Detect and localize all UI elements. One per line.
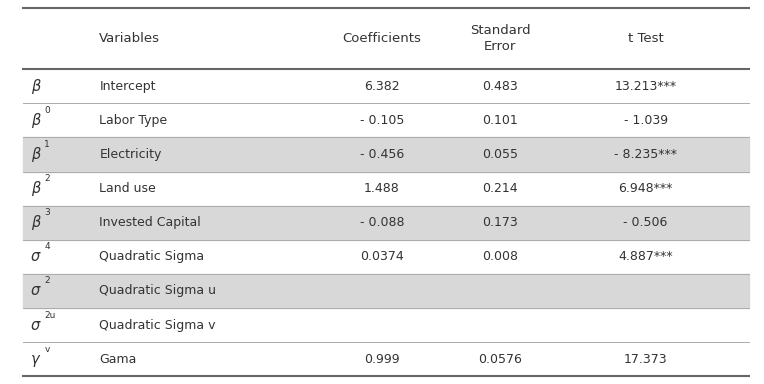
Text: Gama: Gama [99,353,137,366]
Text: 0.101: 0.101 [483,114,518,127]
Text: 1: 1 [44,140,50,149]
Text: 0.0374: 0.0374 [360,250,404,263]
Text: Labor Type: Labor Type [99,114,167,127]
Text: 0.0576: 0.0576 [478,353,523,366]
Text: 0.055: 0.055 [482,148,519,161]
Text: Standard
Error: Standard Error [470,24,531,53]
Text: 2u: 2u [44,311,56,319]
Text: 0.214: 0.214 [483,182,518,195]
Text: 0.483: 0.483 [483,80,518,93]
Text: - 1.039: - 1.039 [623,114,668,127]
Text: β: β [31,79,40,94]
Text: 2: 2 [44,174,50,183]
Bar [23,274,749,308]
Text: β: β [31,147,40,162]
Text: 0: 0 [44,106,50,115]
Text: 3: 3 [44,208,50,217]
Text: 0.008: 0.008 [482,250,519,263]
Text: Quadratic Sigma: Quadratic Sigma [99,250,205,263]
Text: Invested Capital: Invested Capital [99,216,201,229]
Text: 4.887***: 4.887*** [618,250,673,263]
Text: 1.488: 1.488 [364,182,400,195]
Text: Variables: Variables [99,32,160,45]
Text: Intercept: Intercept [99,80,156,93]
Text: 6.382: 6.382 [364,80,400,93]
Text: - 0.456: - 0.456 [360,148,404,161]
Text: σ: σ [31,283,40,298]
Text: σ: σ [31,318,40,333]
Text: - 0.088: - 0.088 [360,216,404,229]
Text: 6.948***: 6.948*** [618,182,673,195]
Bar [23,137,749,172]
Text: Quadratic Sigma v: Quadratic Sigma v [99,319,215,332]
Text: - 8.235***: - 8.235*** [614,148,677,161]
Text: Coefficients: Coefficients [342,32,422,45]
Text: β: β [31,181,40,196]
Text: 0.173: 0.173 [483,216,518,229]
Text: 17.373: 17.373 [623,353,668,366]
Bar [23,8,749,69]
Text: v: v [44,345,50,354]
Text: - 0.105: - 0.105 [360,114,404,127]
Text: 13.213***: 13.213*** [614,80,677,93]
Text: t Test: t Test [628,32,663,45]
Text: - 0.506: - 0.506 [623,216,668,229]
Text: 4: 4 [44,242,50,251]
Bar [23,206,749,240]
Text: 2: 2 [44,276,50,285]
Text: Land use: Land use [99,182,156,195]
Text: Quadratic Sigma u: Quadratic Sigma u [99,285,216,298]
Text: σ: σ [31,249,40,264]
Text: β: β [31,113,40,128]
Text: β: β [31,215,40,230]
Text: γ: γ [31,352,39,367]
Text: Electricity: Electricity [99,148,162,161]
Text: 0.999: 0.999 [364,353,400,366]
